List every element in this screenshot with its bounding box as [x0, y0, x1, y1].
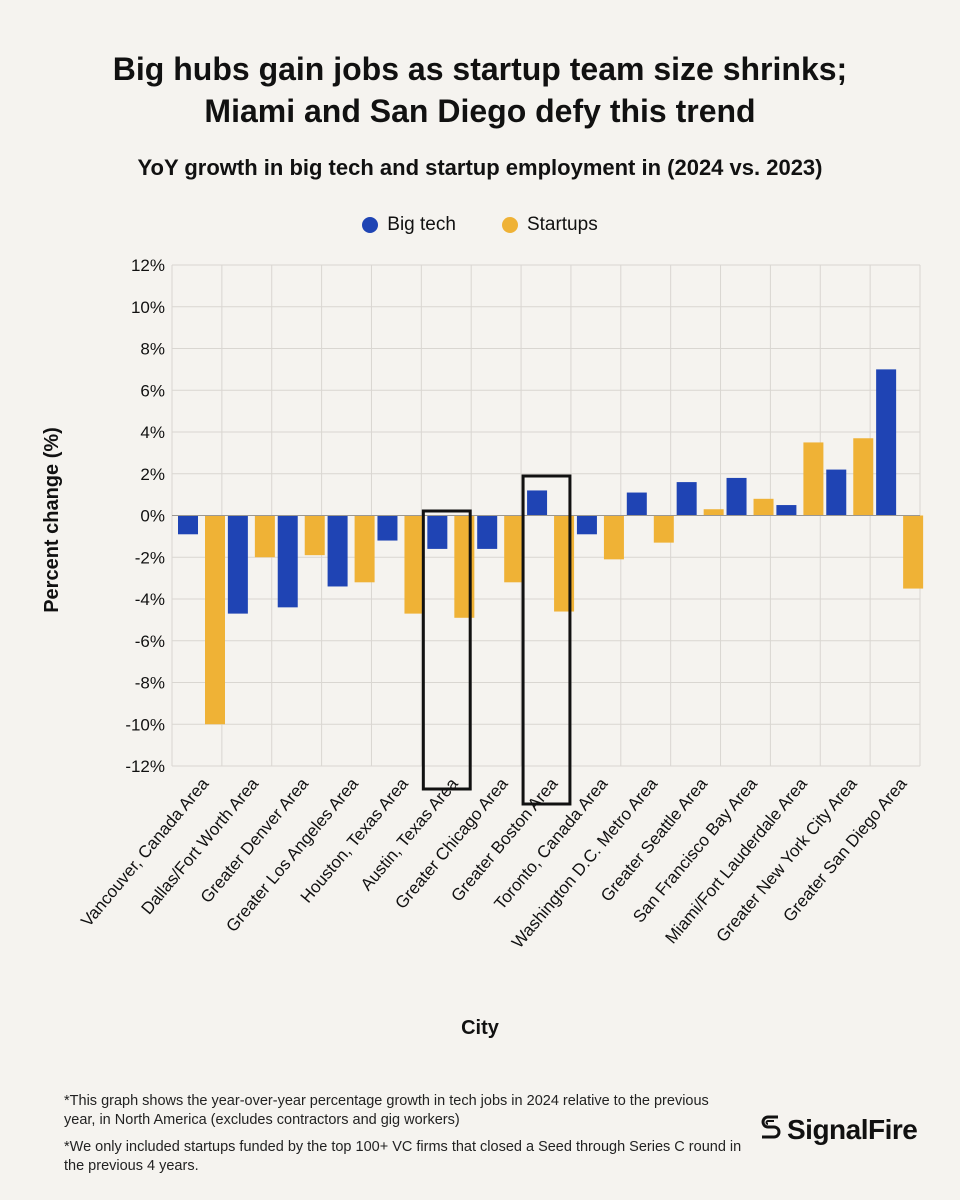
legend-label-big-tech: Big tech — [387, 214, 456, 235]
y-tick-label: 4% — [140, 423, 165, 442]
y-tick-label: 2% — [140, 465, 165, 484]
chart-title-line-2: Miami and San Diego defy this trend — [204, 93, 756, 129]
bar-big-tech — [776, 505, 797, 516]
bar-big-tech — [327, 515, 348, 587]
bar-startups — [903, 515, 924, 589]
bar-big-tech — [227, 515, 248, 614]
y-tick-label: 0% — [140, 507, 165, 526]
bar-big-tech — [876, 369, 897, 516]
bar-big-tech — [427, 515, 448, 549]
bar-big-tech — [826, 469, 847, 516]
y-tick-label: 12% — [131, 256, 165, 275]
bar-big-tech — [726, 477, 747, 516]
y-tick-label: -12% — [125, 757, 165, 776]
bar-startups — [304, 515, 325, 556]
bar-chart: -12%-10%-8%-6%-4%-2%0%2%4%6%8%10%12%Vanc… — [41, 256, 924, 1039]
brand-name: SignalFire — [787, 1113, 918, 1145]
legend-swatch-startups — [501, 217, 518, 233]
y-axis-label: Percent change (%) — [41, 427, 63, 613]
chart-title-line-1: Big hubs gain jobs as startup team size … — [112, 51, 848, 87]
bar-startups — [653, 515, 674, 543]
bar-big-tech — [527, 490, 548, 516]
legend-swatch-big-tech — [362, 217, 379, 233]
bar-startups — [404, 515, 425, 614]
y-tick-label: -4% — [135, 590, 165, 609]
x-axis-label: City — [461, 1017, 500, 1039]
bar-big-tech — [676, 482, 697, 516]
highlight-box — [421, 509, 472, 791]
bar-startups — [205, 515, 225, 725]
y-tick-label: 6% — [140, 381, 165, 400]
legend-label-startups: Startups — [526, 214, 598, 235]
bar-big-tech — [277, 515, 298, 608]
bar-startups — [354, 515, 375, 583]
legend-item-startups: Startups — [501, 214, 598, 236]
signalfire-logo-icon — [758, 1113, 784, 1146]
bar-startups — [753, 498, 774, 516]
bar-startups — [803, 442, 824, 516]
y-tick-label: 8% — [140, 340, 165, 359]
y-tick-label: 10% — [131, 298, 165, 317]
bar-startups — [254, 515, 275, 558]
bar-startups — [703, 509, 724, 516]
bar-big-tech — [477, 515, 498, 549]
bar-big-tech — [626, 492, 647, 516]
footnotes: *This graph shows the year-over-year per… — [64, 1092, 744, 1184]
bar-big-tech — [576, 515, 597, 535]
bar-startups — [853, 438, 874, 516]
chart-subtitle: YoY growth in big tech and startup emplo… — [137, 155, 823, 180]
bar-big-tech — [178, 515, 198, 535]
legend-item-big-tech: Big tech — [362, 214, 456, 236]
bar-startups — [603, 515, 624, 560]
highlight-box — [521, 474, 572, 806]
y-tick-label: -2% — [135, 548, 165, 567]
bar-startups — [504, 515, 525, 583]
footnote-1: *This graph shows the year-over-year per… — [64, 1093, 709, 1128]
y-tick-label: -6% — [135, 632, 165, 651]
y-tick-label: -10% — [125, 715, 165, 734]
chart-title: Big hubs gain jobs as startup team size … — [0, 48, 960, 132]
bar-big-tech — [377, 515, 398, 541]
y-tick-label: -8% — [135, 674, 165, 693]
footnote-2: *We only included startups funded by the… — [64, 1139, 742, 1174]
legend: Big tech Startups — [0, 214, 960, 236]
brand-logo: SignalFire — [758, 1113, 918, 1146]
